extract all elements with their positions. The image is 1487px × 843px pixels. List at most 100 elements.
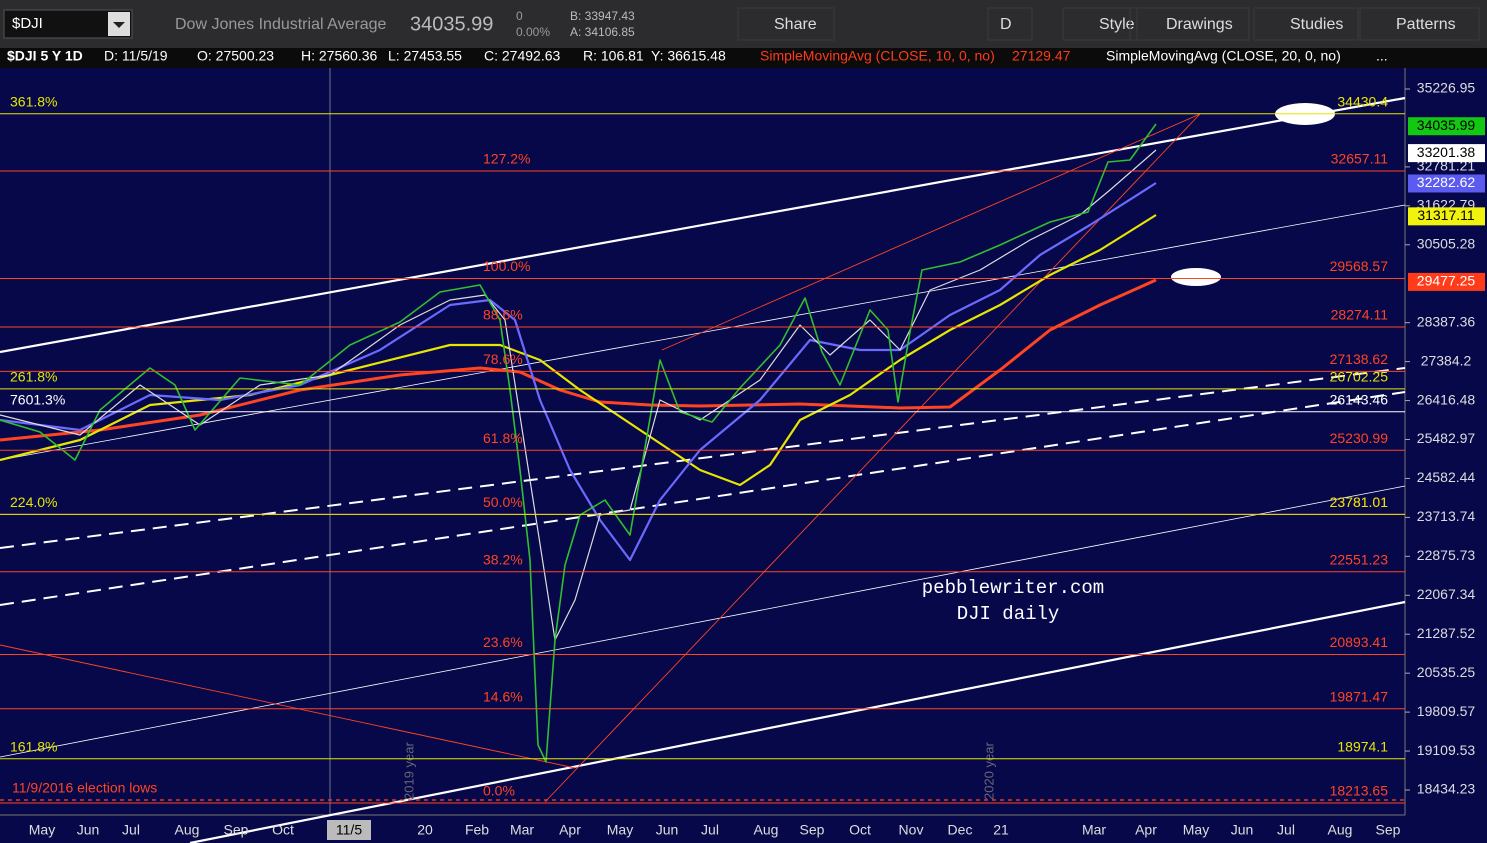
time-label: Sep (1376, 822, 1401, 838)
price-tick-label: 30505.28 (1417, 235, 1476, 251)
year-label: 2019 year (401, 742, 416, 800)
price-tick-label: 22875.73 (1417, 547, 1476, 563)
toolbar-button[interactable] (1062, 7, 1138, 41)
fib-price: 19871.47 (1330, 688, 1389, 704)
time-label: May (29, 822, 55, 838)
watermark: pebblewriter.com (922, 577, 1104, 599)
study-more: ... (1376, 48, 1388, 64)
price (0, 123, 1157, 763)
fib-percent: 361.8% (10, 93, 57, 109)
red-trendline (0, 644, 576, 769)
time-label: Jun (77, 822, 100, 838)
fib-percent: 0.0% (483, 783, 515, 799)
fib-percent: 100.0% (483, 258, 530, 274)
fib-price: 18213.65 (1330, 783, 1389, 799)
studies (0, 123, 1157, 763)
fib-percent: 14.6% (483, 688, 523, 704)
sma-50 (0, 214, 1157, 487)
dashed-trendline (0, 391, 1406, 606)
price-marker (1408, 272, 1485, 291)
info-item: Y: 36615.48 (651, 48, 726, 64)
toolbar-button-label: Patterns (1396, 16, 1456, 33)
time-label: Apr (1135, 822, 1157, 838)
study-value: 27129.47 (1012, 48, 1071, 64)
info-item: H: 27560.36 (301, 48, 377, 64)
trendline (0, 485, 1406, 758)
toolbar-button-label: Studies (1290, 16, 1343, 33)
election-label: 11/9/2016 election lows (12, 780, 157, 796)
info-item: $DJI 5 Y 1D (7, 48, 83, 64)
price-marker-label: 34035.99 (1417, 117, 1476, 133)
time-label: Jul (701, 822, 719, 838)
time-label: Sep (224, 822, 249, 838)
watermark: DJI daily (957, 603, 1060, 625)
time-label: Aug (1328, 822, 1353, 838)
price-tick-label: 24582.44 (1417, 469, 1476, 485)
fib-percent: 88.6% (483, 307, 523, 323)
symbol-name: Dow Jones Industrial Average (175, 16, 386, 33)
change: 0 (516, 9, 523, 23)
drawings (0, 96, 1406, 843)
price-marker-label: 31317.11 (1417, 207, 1475, 223)
cursor-label: 11/5 (336, 822, 362, 838)
time-label: May (1183, 822, 1209, 838)
toolbar-button-label: Share (774, 16, 817, 33)
price-tick-label: 23713.74 (1417, 508, 1476, 524)
price-tick-label: 18434.23 (1417, 781, 1476, 797)
year-label: 2020 year (981, 742, 996, 800)
time-label: Jun (656, 822, 679, 838)
time-label: Mar (1082, 822, 1106, 838)
fib-price: 34430.4 (1337, 93, 1388, 109)
time-axis (0, 815, 1487, 843)
info-item: C: 27492.63 (484, 48, 560, 64)
toolbar-button[interactable] (1359, 7, 1480, 41)
price-tick-label: 25482.97 (1417, 430, 1476, 446)
study-label: SimpleMovingAvg (CLOSE, 10, 0, no) (760, 48, 995, 64)
fib-percent: 127.2% (483, 151, 530, 167)
fib-percent: 261.8% (10, 369, 57, 385)
plot-area (0, 68, 1405, 815)
ask: A: 34106.85 (570, 25, 635, 39)
fib-price: 20893.41 (1330, 634, 1389, 650)
price-marker (1408, 207, 1485, 226)
toolbar-button[interactable] (1129, 7, 1250, 41)
study-label: SimpleMovingAvg (CLOSE, 20, 0, no) (1106, 48, 1341, 64)
fib-price: 23781.01 (1330, 494, 1389, 510)
price-tick-label: 19109.53 (1417, 742, 1476, 758)
cursor-label-box (327, 820, 371, 840)
price-tick-label: 22067.34 (1417, 586, 1476, 602)
highlight-oval (1171, 268, 1221, 286)
fib-price: 32657.11 (1331, 151, 1389, 167)
sma-20 (0, 182, 1157, 562)
time-label: Jun (1231, 822, 1254, 838)
toolbar-button[interactable] (987, 7, 1033, 41)
sma-200 (0, 278, 1157, 442)
time-label: Jul (122, 822, 140, 838)
time-label: Aug (175, 822, 200, 838)
info-item: R: 106.81 (583, 48, 644, 64)
time-label: Dec (948, 822, 973, 838)
price-marker-label: 29477.25 (1417, 273, 1476, 289)
toolbar-button[interactable] (737, 7, 835, 41)
time-label: Sep (800, 822, 825, 838)
fib-price: 23781.01 (1330, 494, 1389, 510)
price-marker (1408, 144, 1485, 163)
fib-percent: 50.0% (483, 494, 523, 510)
fib-price: 28274.11 (1331, 307, 1389, 323)
toolbar-button-label: D (1000, 16, 1012, 33)
last-price: 34035.99 (410, 13, 493, 35)
price-tick-label: 26416.48 (1417, 391, 1476, 407)
time-label: Oct (272, 822, 294, 838)
info-item: O: 27500.23 (197, 48, 274, 64)
toolbar-button[interactable] (1253, 7, 1359, 41)
price-marker (1408, 174, 1485, 193)
fib-percent: 38.2% (483, 552, 523, 568)
fib-price: 18974.1 (1337, 738, 1388, 754)
time-label: Jul (1277, 822, 1295, 838)
fib-percent: 7601.3% (10, 392, 65, 408)
fib-percent: 61.8% (483, 430, 523, 446)
price-marker (1408, 117, 1485, 136)
change-pct: 0.00% (516, 25, 550, 39)
time-label: 20 (417, 822, 433, 838)
